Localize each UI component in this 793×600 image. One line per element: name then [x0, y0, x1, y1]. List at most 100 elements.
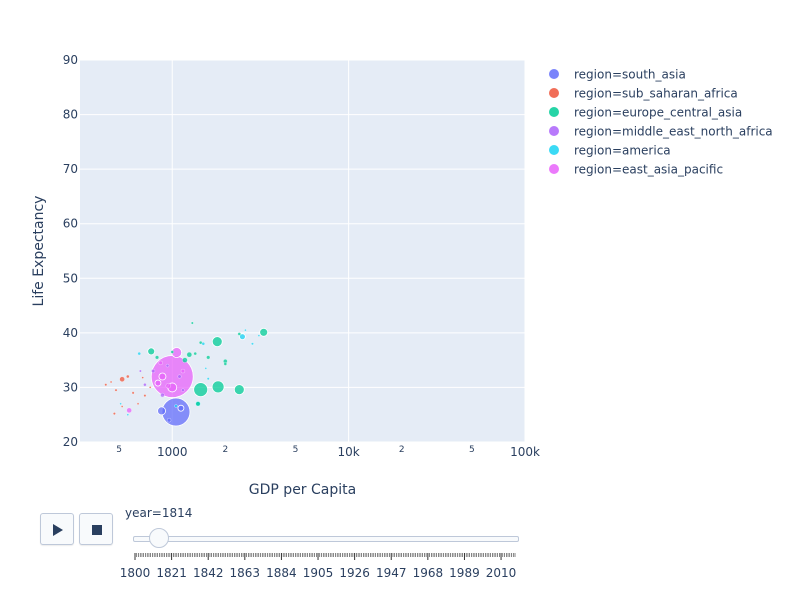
data-point [201, 342, 205, 346]
slider-tick-label: 1863 [230, 566, 261, 580]
y-axis-ticks: 20 30 40 50 60 70 80 90 [63, 53, 78, 449]
data-point [154, 379, 162, 387]
data-point [206, 355, 211, 360]
data-point [174, 404, 178, 408]
slider-tick-label: 1884 [266, 566, 297, 580]
legend-item-label[interactable]: region=middle_east_north_africa [574, 125, 773, 139]
data-point [237, 332, 241, 336]
legend-marker[interactable] [549, 88, 559, 98]
legend-item-label[interactable]: region=east_asia_pacific [574, 163, 723, 177]
data-point [257, 334, 261, 337]
data-point [239, 333, 246, 341]
x-tick-label: 1000 [157, 445, 188, 459]
y-tick-label: 60 [63, 217, 78, 231]
x-axis-ticks: 1000 10k 100k 5 2 5 2 5 [116, 445, 540, 459]
data-point [177, 404, 185, 412]
data-point [141, 376, 144, 379]
slider-tick-label: 1968 [413, 566, 444, 580]
play-icon [53, 524, 63, 536]
data-point [165, 383, 171, 389]
data-point [186, 352, 192, 358]
data-point [193, 382, 209, 398]
x-minor-tick-label: 5 [293, 445, 299, 455]
data-point [177, 374, 182, 379]
data-point [158, 372, 167, 381]
data-point [182, 357, 188, 363]
data-point [109, 380, 113, 384]
data-point [170, 350, 174, 354]
x-minor-tick-label: 2 [399, 445, 405, 455]
data-point [259, 327, 269, 337]
y-tick-label: 30 [63, 380, 78, 394]
y-tick-label: 90 [63, 53, 78, 67]
slider-current-value: year=1814 [125, 506, 193, 520]
legend-marker[interactable] [549, 69, 559, 79]
data-point [223, 362, 227, 366]
data-point [139, 369, 142, 373]
data-point [149, 386, 152, 389]
slider-tick-label: 1842 [193, 566, 224, 580]
data-point [143, 394, 147, 397]
data-point [155, 355, 159, 360]
data-point [126, 374, 130, 379]
legend-item-label[interactable]: region=america [574, 144, 671, 158]
y-tick-label: 80 [63, 108, 78, 122]
x-axis-title: GDP per Capita [249, 482, 356, 498]
slider-tick-label: 1947 [376, 566, 407, 580]
data-point [151, 369, 156, 374]
data-point [244, 328, 247, 332]
stop-icon [92, 525, 102, 535]
year-slider-track[interactable] [133, 536, 519, 542]
data-point [190, 321, 194, 325]
y-tick-label: 20 [63, 435, 78, 449]
legend-marker[interactable] [549, 107, 559, 117]
slider-tick-label: 2010 [486, 566, 517, 580]
data-point [120, 405, 124, 408]
legend-item-label[interactable]: region=south_asia [574, 68, 686, 82]
x-minor-tick-label: 2 [222, 445, 228, 455]
x-tick-label: 10k [338, 445, 360, 459]
data-point [158, 360, 163, 366]
slider-tick-label: 1905 [303, 566, 334, 580]
data-point [211, 336, 223, 347]
slider-tick-label: 1926 [339, 566, 370, 580]
stop-button[interactable] [79, 513, 113, 545]
data-point [195, 401, 201, 407]
slider-tick-label: 1821 [156, 566, 187, 580]
y-axis-title: Life Expectancy [31, 196, 47, 307]
y-tick-label: 70 [63, 162, 78, 176]
data-point [161, 397, 191, 427]
data-point [119, 376, 125, 382]
data-point [193, 351, 197, 356]
legend[interactable]: region=south_asia region=sub_saharan_afri… [549, 68, 773, 177]
data-point [157, 406, 166, 416]
legend-marker[interactable] [549, 145, 559, 155]
x-minor-tick-label: 5 [469, 445, 475, 455]
data-point [136, 402, 140, 405]
data-point [126, 413, 129, 416]
data-point [165, 363, 170, 368]
slider-ticks: 1800 1821 1842 1863 1884 1905 1926 1947 1968 1989… [120, 553, 517, 580]
legend-marker[interactable] [549, 126, 559, 136]
legend-marker[interactable] [549, 164, 559, 174]
data-point [180, 368, 186, 374]
y-tick-label: 50 [63, 271, 78, 285]
data-point [143, 383, 147, 387]
play-button[interactable] [40, 513, 74, 545]
data-point [160, 392, 165, 398]
slider-tick-label: 1989 [449, 566, 480, 580]
data-point [206, 377, 210, 381]
legend-item-label[interactable]: region=sub_saharan_africa [574, 87, 738, 101]
data-point [114, 388, 118, 392]
y-tick-label: 40 [63, 326, 78, 340]
x-tick-label: 100k [510, 445, 540, 459]
plot-area [80, 60, 525, 442]
data-point [137, 351, 141, 356]
legend-item-label[interactable]: region=europe_central_asia [574, 106, 742, 120]
data-point [119, 402, 122, 405]
data-point [166, 418, 172, 423]
data-point [233, 384, 245, 396]
year-slider-handle[interactable] [149, 528, 170, 548]
data-point [147, 347, 156, 356]
